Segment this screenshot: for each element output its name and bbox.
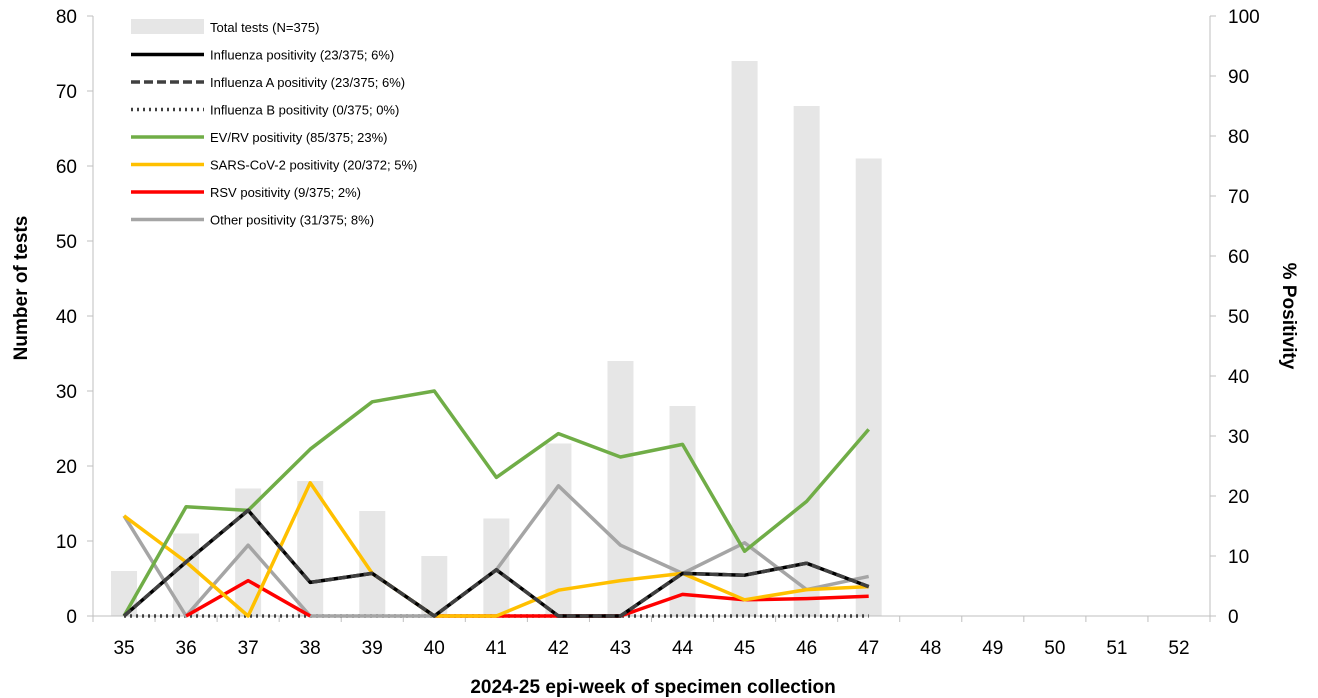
y-tick-label: 50	[56, 232, 77, 253]
legend: Total tests (N=375) Influenza positivity …	[131, 19, 417, 228]
x-tick-label: 42	[548, 638, 569, 659]
y-tick-label: 20	[56, 457, 77, 478]
bar-total-tests-week-47	[855, 158, 882, 616]
tick-labels: 0 10 20 30 40 50 60 70 80 0 10 20 30 40 50 60 70 80 90 100 3…	[56, 7, 1260, 659]
y-axis-title: Number of tests	[11, 216, 32, 361]
y2-tick-label: 0	[1228, 607, 1239, 628]
line-influenza-a-positivity	[122, 508, 870, 618]
y2-tick-label: 40	[1228, 367, 1249, 388]
y-tick-label: 10	[56, 532, 77, 553]
bar-total-tests-week-43	[607, 361, 634, 616]
legend-label-other-positivity: Other positivity (31/375; 8%)	[210, 213, 374, 228]
x-tick-label: 51	[1106, 638, 1127, 659]
line-sars-cov-2-positivity	[122, 481, 869, 618]
legend-label-influenza-b-positivity: Influenza B positivity (0/375; 0%)	[210, 103, 399, 118]
y2-tick-label: 60	[1228, 247, 1249, 268]
legend-label-sars-cov-2-positivity: SARS-CoV-2 positivity (20/372; 5%)	[210, 158, 417, 173]
x-tick-label: 38	[300, 638, 321, 659]
y-tick-label: 40	[56, 307, 77, 328]
bar-total-tests-week-39	[359, 511, 386, 616]
y2-tick-label: 70	[1228, 187, 1249, 208]
legend-label-ev-rv-positivity: EV/RV positivity (85/375; 23%)	[210, 130, 388, 145]
legend-label-rsv-positivity: RSV positivity (9/375; 2%)	[210, 185, 361, 200]
x-tick-label: 44	[672, 638, 694, 659]
x-tick-label: 48	[920, 638, 941, 659]
axes	[87, 15, 1216, 622]
line-series	[122, 389, 871, 618]
y2-tick-label: 50	[1228, 307, 1249, 328]
y2-tick-label: 80	[1228, 127, 1249, 148]
x-tick-label: 39	[362, 638, 383, 659]
y2-tick-label: 100	[1228, 7, 1260, 28]
y-tick-label: 70	[56, 82, 77, 103]
x-tick-label: 46	[796, 638, 817, 659]
y-tick-label: 0	[66, 607, 77, 628]
x-tick-label: 47	[858, 638, 879, 659]
x-tick-label: 41	[486, 638, 507, 659]
y2-tick-label: 30	[1228, 427, 1249, 448]
bar-total-tests-week-45	[731, 61, 758, 616]
x-tick-label: 37	[238, 638, 259, 659]
legend-label-influenza-positivity: Influenza positivity (23/375; 6%)	[210, 48, 394, 63]
y2-axis-title: % Positivity	[1278, 263, 1299, 370]
legend-label-total-tests: Total tests (N=375)	[210, 20, 319, 35]
x-tick-label: 40	[424, 638, 445, 659]
legend-swatch-total-tests	[131, 19, 204, 34]
x-tick-label: 45	[734, 638, 755, 659]
line-rsv-positivity	[434, 592, 869, 618]
x-tick-label: 50	[1044, 638, 1065, 659]
x-tick-label: 36	[176, 638, 197, 659]
bar-total-tests-week-46	[793, 106, 820, 616]
y2-tick-label: 20	[1228, 487, 1249, 508]
y2-tick-label: 90	[1228, 67, 1249, 88]
y-tick-label: 60	[56, 157, 77, 178]
x-tick-label: 35	[113, 638, 134, 659]
x-tick-label: 52	[1168, 638, 1189, 659]
bar-total-tests-week-44	[669, 406, 696, 616]
line-rsv-positivity	[185, 578, 312, 618]
legend-label-influenza-a-positivity: Influenza A positivity (23/375; 6%)	[210, 75, 405, 90]
bar-total-tests-week-40	[421, 556, 448, 616]
x-tick-label: 43	[610, 638, 631, 659]
y-tick-label: 30	[56, 382, 77, 403]
y2-tick-label: 10	[1228, 547, 1249, 568]
x-axis-title: 2024-25 epi-week of specimen collection	[470, 677, 835, 698]
x-tick-label: 49	[982, 638, 1003, 659]
y-tick-label: 80	[56, 7, 77, 28]
